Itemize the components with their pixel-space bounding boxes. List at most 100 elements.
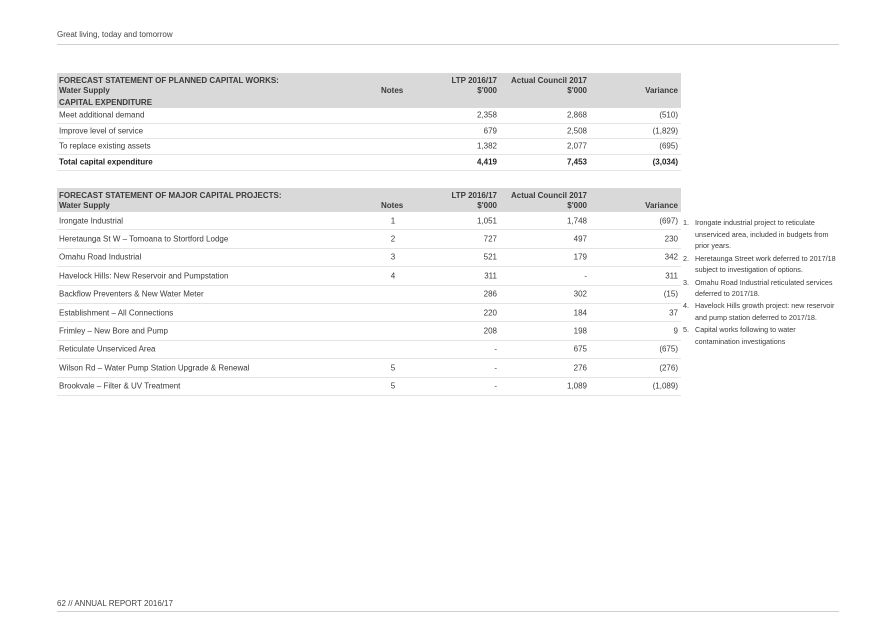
variance-value: 342 (664, 252, 678, 262)
footnote-number: 3. (683, 277, 689, 287)
actual-value: 1,089 (566, 381, 587, 391)
actual-value: 184 (573, 308, 587, 318)
table-row: Havelock Hills: New Reservoir and Pumpst… (57, 267, 681, 286)
row-label: Irongate Industrial (59, 216, 124, 226)
actual-value: 675 (573, 344, 587, 354)
row-label: Omahu Road Industrial (59, 252, 142, 262)
ltp-value: 208 (483, 326, 497, 336)
footnote-number: 1. (683, 218, 689, 227)
ltp-header: LTP 2016/17 (451, 76, 497, 85)
actual-header: Actual Council 2017 (510, 191, 587, 200)
variance-value: (1,089) (652, 381, 678, 391)
ltp-value: 1,382 (476, 141, 497, 151)
note-ref: 2 (390, 234, 396, 244)
header-divider (57, 44, 839, 45)
variance-value: 311 (665, 271, 678, 281)
row-label: Wilson Rd – Water Pump Station Upgrade &… (59, 363, 250, 373)
note-ref: 3 (390, 252, 396, 262)
planned-capital-works-table: FORECAST STATEMENT OF PLANNED CAPITAL WO… (57, 73, 681, 171)
ltp-value: 727 (483, 234, 497, 244)
major-capital-projects-table: FORECAST STATEMENT OF MAJOR CAPITAL PROJ… (57, 188, 681, 396)
actual-value: 198 (573, 326, 587, 336)
footnotes-list: 1. Irongate industrial project to reticul… (683, 217, 839, 348)
actual-value: 2,508 (566, 126, 587, 136)
table-row: Meet additional demand 2,358 2,868 (510) (57, 108, 681, 124)
footer-divider (57, 611, 839, 612)
variance-value: (1,829) (652, 126, 678, 136)
note-ref: 4 (390, 271, 396, 281)
total-ltp: 4,419 (476, 157, 497, 167)
table-row: To replace existing assets 1,382 2,077 (695… (57, 139, 681, 155)
total-actual: 7,453 (566, 157, 587, 167)
actual-unit: $'000 (567, 86, 587, 95)
ltp-unit: $'000 (477, 201, 497, 210)
footnote-number: 5. (683, 325, 689, 335)
row-label: To replace existing assets (59, 141, 151, 151)
table-subtitle: Water Supply (59, 86, 110, 95)
variance-value: (276) (659, 363, 678, 373)
table-row: Establishment – All Connections 220 184 37 (57, 304, 681, 323)
variance-value: (15) (663, 289, 678, 299)
row-label: Backflow Preventers & New Water Meter (59, 289, 204, 299)
total-label: Total capital expenditure (59, 157, 153, 167)
actual-value: 497 (573, 234, 587, 244)
actual-value: 2,868 (566, 110, 587, 120)
table-subtitle: Water Supply (59, 201, 110, 210)
row-label: Brookvale – Filter & UV Treatment (59, 381, 181, 391)
table-title: FORECAST STATEMENT OF MAJOR CAPITAL PROJ… (59, 191, 282, 200)
table-header: FORECAST STATEMENT OF MAJOR CAPITAL PROJ… (57, 188, 681, 212)
notes-header: Notes (381, 201, 404, 210)
note-ref: 5 (390, 363, 396, 373)
table-row: Omahu Road Industrial 3 521 179 342 (57, 249, 681, 268)
table-row: Reticulate Unserviced Area - 675 (675) (57, 341, 681, 360)
ltp-header: LTP 2016/17 (451, 191, 497, 200)
table-row: Irongate Industrial 1 1,051 1,748 (697) (57, 212, 681, 231)
section-label: CAPITAL EXPENDITURE (59, 98, 153, 107)
footnote-number: 2. (683, 253, 689, 263)
actual-value: 302 (573, 289, 587, 299)
variance-value: (695) (659, 141, 678, 151)
row-label: Reticulate Unserviced Area (59, 344, 156, 354)
ltp-value: 2,358 (476, 110, 497, 120)
actual-value: 1,748 (566, 216, 587, 226)
actual-value: 2,077 (566, 141, 587, 151)
notes-header: Notes (381, 86, 404, 95)
actual-value: 276 (573, 363, 587, 373)
footnote-text: Havelock Hills growth project: new reser… (695, 301, 835, 323)
ltp-value: - (494, 381, 497, 391)
footnote-number: 4. (683, 301, 689, 311)
ltp-value: 1,051 (476, 216, 497, 226)
actual-unit: $'000 (567, 201, 587, 210)
row-label: Frimley – New Bore and Pump (59, 326, 168, 336)
footnote-text: Irongate industrial project to reticulat… (695, 218, 829, 251)
footnote-item: 2. Heretaunga Street work deferred to 201… (683, 253, 839, 276)
actual-value: 179 (573, 252, 587, 262)
footer-text: 62 // ANNUAL REPORT 2016/17 (57, 599, 173, 608)
footnote-item: 5. Capital works following to water conta… (683, 324, 839, 347)
footnote-text: Heretaunga Street work deferred to 2017/… (695, 253, 836, 275)
footnote-item: 1. Irongate industrial project to reticul… (683, 217, 839, 252)
footnote-text: Omahu Road Industrial reticulated servic… (695, 277, 833, 299)
row-label: Havelock Hills: New Reservoir and Pumpst… (59, 271, 229, 281)
row-label: Meet additional demand (59, 110, 145, 120)
total-variance: (3,034) (652, 157, 678, 167)
total-row: Total capital expenditure 4,419 7,453 (3,03… (57, 155, 681, 171)
variance-value: 9 (673, 326, 678, 336)
ltp-value: 311 (484, 271, 497, 281)
footnote-text: Capital works following to water contami… (695, 325, 796, 347)
table-row: Improve level of service 679 2,508 (1,829) (57, 124, 681, 139)
table-row: Wilson Rd – Water Pump Station Upgrade &… (57, 359, 681, 378)
ltp-value: 679 (483, 126, 497, 136)
variance-header: Variance (645, 86, 678, 95)
table-row: Brookvale – Filter & UV Treatment 5 - 1,089… (57, 378, 681, 396)
ltp-value: 286 (483, 289, 497, 299)
variance-value: (697) (659, 216, 678, 226)
table-row: Backflow Preventers & New Water Meter 286… (57, 286, 681, 304)
ltp-unit: $'000 (477, 86, 497, 95)
note-ref: 1 (390, 216, 396, 226)
table-row: Heretaunga St W – Tomoana to Stortford L… (57, 230, 681, 249)
footnote-item: 3. Omahu Road Industrial reticulated serv… (683, 277, 839, 300)
variance-value: (675) (659, 344, 678, 354)
row-label: Heretaunga St W – Tomoana to Stortford L… (59, 234, 229, 244)
actual-header: Actual Council 2017 (510, 76, 587, 85)
